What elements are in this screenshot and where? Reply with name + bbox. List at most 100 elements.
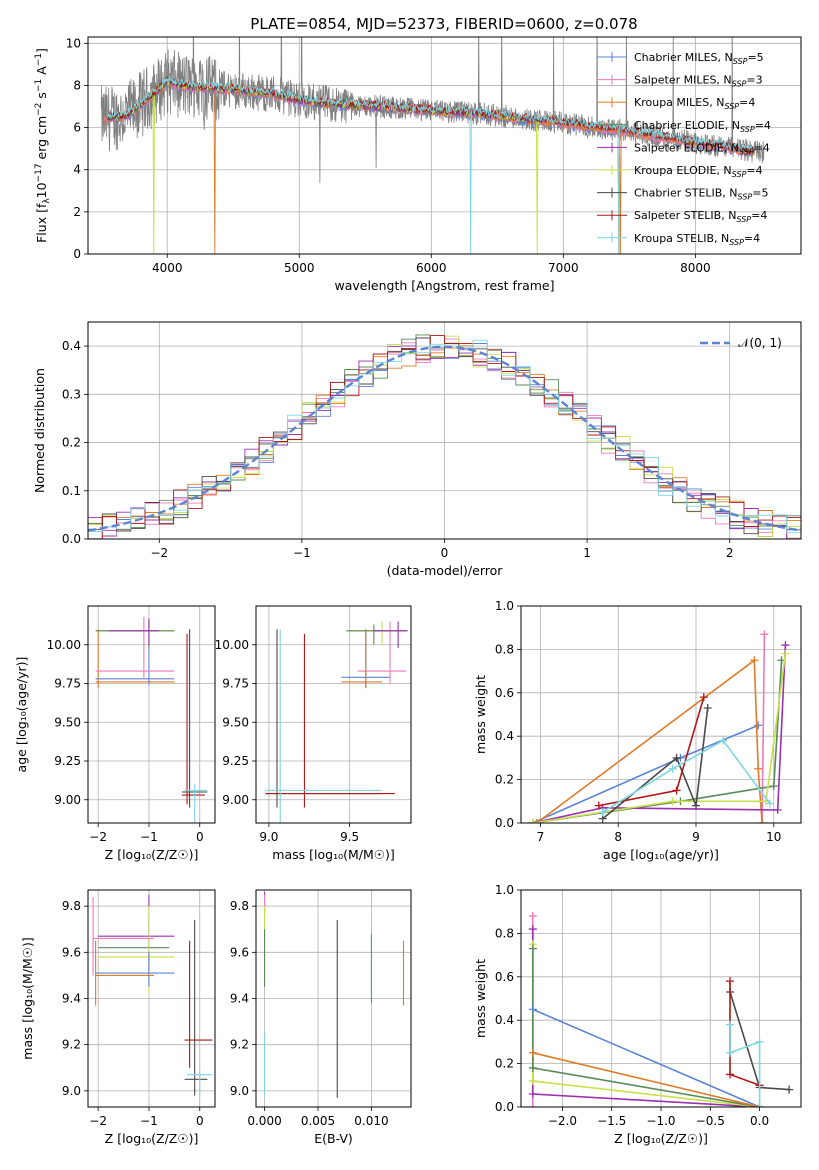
normal-distribution-curve: [88, 345, 801, 532]
weight-line-salpeter_elodie: [532, 645, 787, 823]
weight-marker: [528, 1076, 537, 1085]
x-tick-label: 0.000: [247, 1114, 281, 1128]
plot-area: [528, 912, 794, 1107]
residual-histogram-salpeter_stelib: [88, 334, 801, 539]
errorbar-kroupa_stelib: [187, 1067, 213, 1096]
x-tick-label: 8000: [680, 261, 711, 275]
y-tick-label: 9.6: [230, 945, 249, 959]
legend-label: Chabrier MILES, NSSP=5: [634, 51, 764, 66]
x-tick-label: 0.010: [354, 1114, 388, 1128]
legend-label: Chabrier ELODIE, NSSP=4: [634, 119, 771, 134]
x-tick-label: 5000: [284, 261, 315, 275]
x-tick-label: 0: [196, 1114, 204, 1128]
errorbar-kroupa_stelib: [265, 629, 382, 823]
y-tick-label: 0.2: [495, 1057, 514, 1071]
errorbar-salpeter_miles: [92, 896, 155, 976]
weight-marker: [769, 782, 778, 791]
legend-label-normal: 𝒩(0, 1): [738, 336, 782, 350]
weight-marker: [532, 819, 541, 823]
x-tick-label: −0.5: [696, 1114, 725, 1128]
x-tick-label: 0: [196, 830, 204, 844]
x-tick-label: −1: [293, 546, 311, 560]
errorbar-chabrier_stelib: [265, 629, 382, 808]
weight-marker: [668, 797, 677, 806]
y-tick-label: 9.50: [222, 715, 249, 729]
y-axis-label: mass [log₁₀(M/M☉)]: [20, 937, 35, 1059]
errorbar-kroupa_stelib: [184, 784, 208, 823]
weight-marker: [781, 649, 790, 658]
panel-spectrum: 4000 5000 6000 7000 8000 0 2 4 6 8 10 wavelength [A…: [34, 36, 802, 293]
y-axis-label: Normed distribution: [32, 368, 47, 493]
errorbar-salpeter_elodie: [108, 618, 160, 645]
x-axis-label: (data-model)/error: [387, 563, 504, 578]
x-tick-label: −1.0: [646, 1114, 675, 1128]
panel-age_mass: 9.0 9.5 9.00 9.25 9.50 9.75 10.00 mass [log₁₀(M…: [215, 605, 412, 862]
weight-marker: [528, 1005, 537, 1014]
x-axis-label: age [log₁₀(age/yr)]: [603, 847, 719, 862]
weight-marker: [703, 703, 712, 712]
weight-line-kroupa_stelib: [602, 739, 771, 813]
axes-frame: [255, 605, 412, 824]
x-tick-label: −2: [150, 546, 168, 560]
y-tick-label: 0.6: [495, 686, 514, 700]
errorbar-salpeter_elodie: [373, 621, 408, 648]
errorbar-kroupa_elodie: [346, 621, 407, 645]
x-tick-label: −2: [89, 830, 107, 844]
weight-line-salpeter_stelib: [598, 696, 705, 807]
weight-marker: [528, 1063, 537, 1072]
x-axis-label: Z [log₁₀(Z/Z☉)]: [105, 847, 199, 862]
y-tick-label: 10: [66, 36, 81, 50]
y-tick-label: 9.75: [222, 677, 249, 691]
weight-line-kroupa_elodie: [532, 944, 760, 1107]
weight-marker: [785, 1085, 794, 1094]
errorbar-chabrier_elodie: [98, 917, 170, 981]
y-tick-label: 1.0: [495, 883, 514, 897]
y-tick-label: 0.0: [495, 816, 514, 830]
legend-label: Kroupa STELIB, NSSP=4: [634, 232, 760, 247]
legend-label: Salpeter MILES, NSSP=3: [634, 74, 763, 89]
errorbar-kroupa_elodie: [95, 621, 175, 648]
y-tick-label: 0.4: [495, 1013, 514, 1027]
panel-residuals: −2 −1 0 1 2 0.0 0.1 0.2 0.3 0.4 (data-model)/error…: [32, 321, 802, 578]
y-tick-label: 6: [73, 121, 81, 135]
weight-marker: [528, 912, 537, 921]
x-tick-label: 0.005: [301, 1114, 335, 1128]
weight-marker: [528, 819, 537, 823]
panel-mass_ebv: 0.000 0.005 0.010 9.0 9.2 9.4 9.6 9.8 E(B-V): [230, 889, 412, 1146]
errorbar-kroupa_miles: [341, 629, 382, 689]
weight-marker: [726, 1048, 735, 1057]
weight-marker: [668, 764, 677, 773]
y-tick-label: 9.4: [230, 992, 249, 1006]
x-tick-label: −2.0: [548, 1114, 577, 1128]
axes-frame: [520, 605, 802, 824]
weight-marker: [528, 925, 537, 934]
y-tick-label: 0.4: [62, 339, 81, 353]
residual-histogram-kroupa_stelib: [88, 339, 801, 534]
x-axis-label: Z [log₁₀(Z/Z☉)]: [614, 1131, 708, 1146]
y-tick-label: 9.50: [54, 715, 81, 729]
plot-area: [100, 37, 765, 254]
x-tick-label: 0: [441, 546, 449, 560]
y-tick-label: 9.00: [54, 793, 81, 807]
x-tick-label: −2: [89, 1114, 107, 1128]
y-tick-label: 0.3: [62, 387, 81, 401]
weight-marker: [781, 641, 790, 650]
legend-label: Salpeter STELIB, NSSP=4: [634, 209, 767, 224]
weight-marker: [765, 799, 774, 808]
y-tick-label: 9.6: [62, 945, 81, 959]
weight-marker: [758, 819, 767, 823]
weight-marker: [528, 1103, 537, 1107]
x-tick-label: 7000: [548, 261, 579, 275]
weight-line-kroupa_stelib: [729, 1024, 761, 1107]
y-tick-label: 0.4: [495, 729, 514, 743]
weight-marker: [692, 801, 700, 810]
errorbar-salpeter_stelib: [181, 633, 205, 805]
spectrum-legend: Chabrier MILES, NSSP=5 Salpeter MILES, NS…: [597, 51, 771, 247]
weight-line-kroupa_miles: [536, 658, 763, 823]
y-axis-label: Flux [fλ10−17 erg cm−2 s−1 A−1]: [34, 48, 52, 243]
weight-line-chabrier_stelib: [602, 707, 709, 820]
legend-label: Kroupa ELODIE, NSSP=4: [634, 164, 763, 179]
weight-marker: [755, 1037, 764, 1046]
errorbar-chabrier_elodie: [95, 621, 175, 648]
